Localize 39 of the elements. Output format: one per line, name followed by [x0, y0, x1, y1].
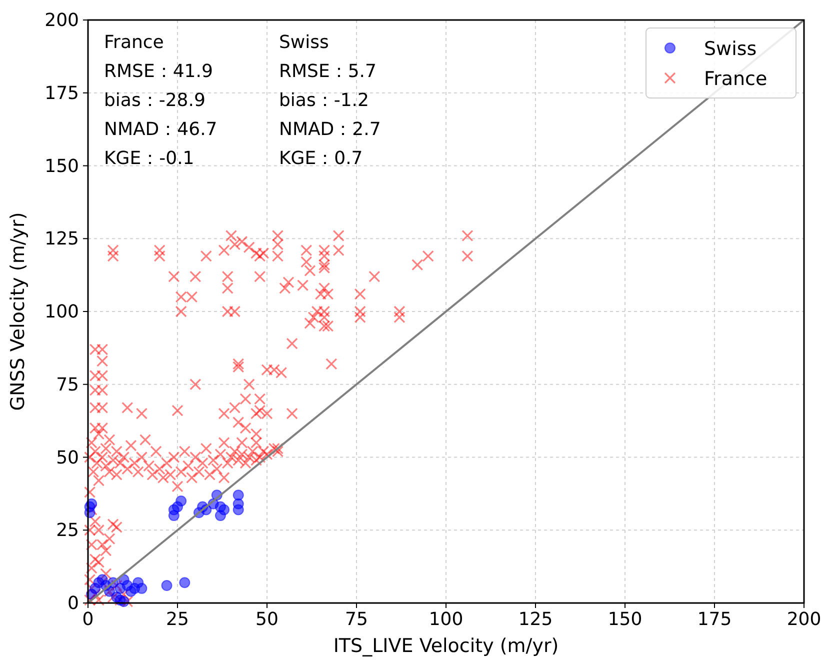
- point: [232, 504, 244, 516]
- y-tick-label: 100: [44, 302, 79, 322]
- annotation: KGE：-0.1: [104, 148, 194, 169]
- annotation: KGE：0.7: [279, 148, 363, 169]
- x-tick-label: 125: [518, 609, 553, 630]
- annotation: France: [104, 32, 164, 53]
- y-tick-label: 50: [56, 447, 79, 468]
- annotation: RMSE：5.7: [279, 61, 376, 82]
- x-tick-label: 200: [786, 609, 822, 630]
- x-tick-label: 100: [428, 609, 464, 630]
- x-tick-label: 50: [256, 609, 278, 630]
- annotation: bias：-1.2: [279, 90, 369, 111]
- x-tick-label: 25: [166, 609, 189, 630]
- annotation: Swiss: [279, 32, 329, 53]
- x-axis-title: ITS_LIVE Velocity (m/yr): [333, 635, 559, 657]
- annotation: NMAD：46.7: [104, 119, 218, 140]
- point: [136, 582, 148, 594]
- point: [161, 580, 172, 592]
- y-tick-label: 0: [68, 593, 79, 614]
- point: [232, 490, 244, 501]
- x-tick-label: 75: [345, 609, 368, 630]
- y-tick-label: 125: [44, 228, 79, 250]
- y-tick-label: 75: [56, 374, 79, 396]
- y-tick-label: 25: [56, 520, 79, 542]
- y-axis-title: GNSS Velocity (m/yr): [7, 212, 29, 411]
- annotation: NMAD：2.7: [279, 119, 381, 140]
- y-tick-label: 175: [44, 82, 79, 104]
- y-tick-label: 200: [44, 10, 79, 31]
- y-tick-label: 150: [44, 156, 79, 177]
- x-tick-label: 0: [82, 609, 94, 630]
- x-tick-label: 175: [697, 609, 732, 630]
- point: [179, 577, 190, 588]
- annotation: bias：-28.9: [104, 90, 206, 111]
- point: [176, 495, 187, 506]
- annotation: RMSE：41.9: [104, 61, 213, 82]
- legend-label: Swiss: [704, 38, 757, 60]
- x-tick-label: 150: [608, 609, 642, 630]
- legend-label: France: [704, 68, 768, 90]
- point: [218, 504, 230, 516]
